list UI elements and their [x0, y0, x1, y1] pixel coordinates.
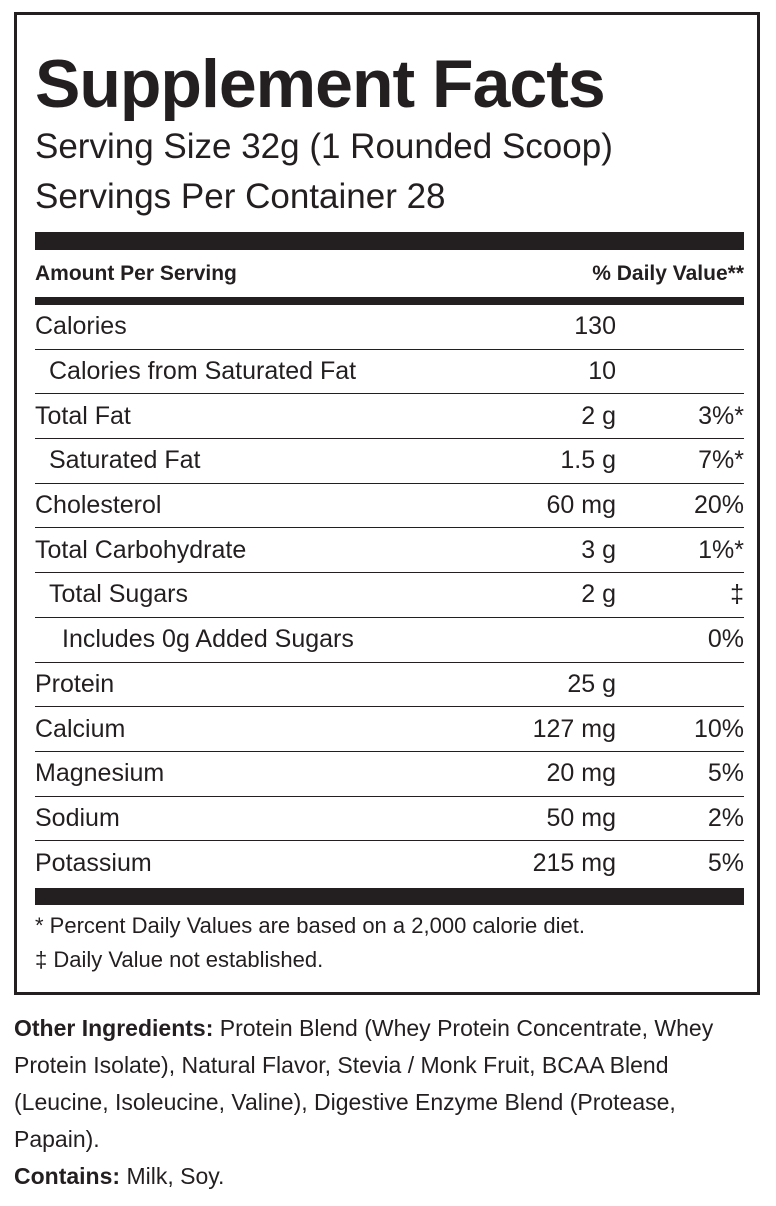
nutrient-name: Sodium: [35, 803, 120, 832]
nutrient-dv: 0%: [707, 625, 744, 654]
ingredients: Other Ingredients: Protein Blend (Whey P…: [14, 1010, 764, 1195]
nutrient-name: Includes 0g Added Sugars: [62, 625, 354, 654]
thick-rule: [35, 232, 744, 250]
nutrient-row: Saturated Fat 1.5 g 7%*: [35, 439, 744, 484]
nutrient-dv: 10%: [693, 714, 744, 743]
nutrient-name: Total Carbohydrate: [35, 535, 247, 564]
servings-per-container: Servings Per Container 28: [35, 177, 446, 216]
table-header: Amount Per Serving % Daily Value**: [35, 262, 744, 286]
nutrient-dv: 2%: [707, 803, 744, 832]
nutrient-row: Cholesterol 60 mg 20%: [35, 484, 744, 529]
nutrient-amount: 130: [574, 312, 616, 341]
nutrient-amount: 2 g: [581, 580, 616, 609]
nutrient-name: Total Sugars: [49, 580, 188, 609]
nutrient-amount: 2 g: [581, 401, 616, 430]
nutrient-name: Magnesium: [35, 759, 165, 788]
nutrient-row: Magnesium 20 mg 5%: [35, 752, 744, 797]
nutrient-name: Total Fat: [35, 401, 131, 430]
nutrient-amount: 215 mg: [532, 849, 616, 878]
nutrient-dv: 20%: [693, 491, 744, 520]
serving-size: Serving Size 32g (1 Rounded Scoop): [35, 127, 613, 166]
facts-panel: Supplement Facts Serving Size 32g (1 Rou…: [14, 12, 760, 995]
nutrient-name: Cholesterol: [35, 491, 162, 520]
nutrient-name: Calcium: [35, 714, 126, 743]
nutrient-amount: 20 mg: [546, 759, 616, 788]
contains-text: Milk, Soy.: [126, 1163, 225, 1189]
nutrient-name: Protein: [35, 669, 115, 698]
nutrient-amount: 127 mg: [532, 714, 616, 743]
nutrient-amount: 3 g: [581, 535, 616, 564]
nutrient-row: Total Sugars 2 g ‡: [35, 573, 744, 618]
nutrient-dv: 5%: [707, 849, 744, 878]
nutrient-row: Calcium 127 mg 10%: [35, 707, 744, 752]
nutrient-dv: 5%: [707, 759, 744, 788]
nutrient-row: Sodium 50 mg 2%: [35, 797, 744, 842]
nutrient-row: Calories 130: [35, 305, 744, 350]
nutrient-amount: 60 mg: [546, 491, 616, 520]
nutrient-row: Total Fat 2 g 3%*: [35, 394, 744, 440]
contains-label: Contains:: [14, 1163, 121, 1189]
footnote: ‡ Daily Value not established.: [35, 947, 324, 972]
nutrient-row: Potassium 215 mg 5%: [35, 841, 744, 886]
nutrient-row: Calories from Saturated Fat 10: [35, 350, 744, 395]
nutrient-name: Calories: [35, 312, 127, 341]
nutrient-name: Potassium: [35, 849, 152, 878]
nutrient-amount: 1.5 g: [560, 446, 616, 475]
nutrient-amount: 25 g: [567, 669, 616, 698]
nutrient-table: Calories 130 Calories from Saturated Fat 10…: [35, 305, 744, 886]
nutrient-row: Total Carbohydrate 3 g 1%*: [35, 528, 744, 574]
thick-rule: [35, 297, 744, 305]
thick-rule: [35, 888, 744, 905]
nutrient-name: Calories from Saturated Fat: [49, 357, 357, 386]
nutrient-amount: 10: [588, 357, 616, 386]
ingredients-text: Protein Blend (Whey Protein Concentrate,…: [14, 1015, 714, 1152]
nutrient-dv: 3%*: [698, 401, 744, 430]
nutrient-dv: 1%*: [698, 535, 744, 564]
other-ingredients: Other Ingredients: Protein Blend (Whey P…: [14, 1010, 764, 1158]
header-dv: % Daily Value**: [592, 262, 744, 285]
nutrient-dv: ‡: [730, 580, 744, 609]
nutrient-name: Saturated Fat: [49, 446, 201, 475]
nutrient-row: Includes 0g Added Sugars 0%: [35, 618, 744, 663]
ingredients-label: Other Ingredients:: [14, 1015, 214, 1041]
contains: Contains: Milk, Soy.: [14, 1158, 764, 1195]
nutrient-dv: 7%*: [698, 446, 744, 475]
header-amount: Amount Per Serving: [35, 262, 237, 285]
nutrient-amount: 50 mg: [546, 803, 616, 832]
nutrient-row: Protein 25 g: [35, 663, 744, 708]
title: Supplement Facts: [35, 46, 606, 122]
footnote: * Percent Daily Values are based on a 2,…: [35, 913, 585, 938]
